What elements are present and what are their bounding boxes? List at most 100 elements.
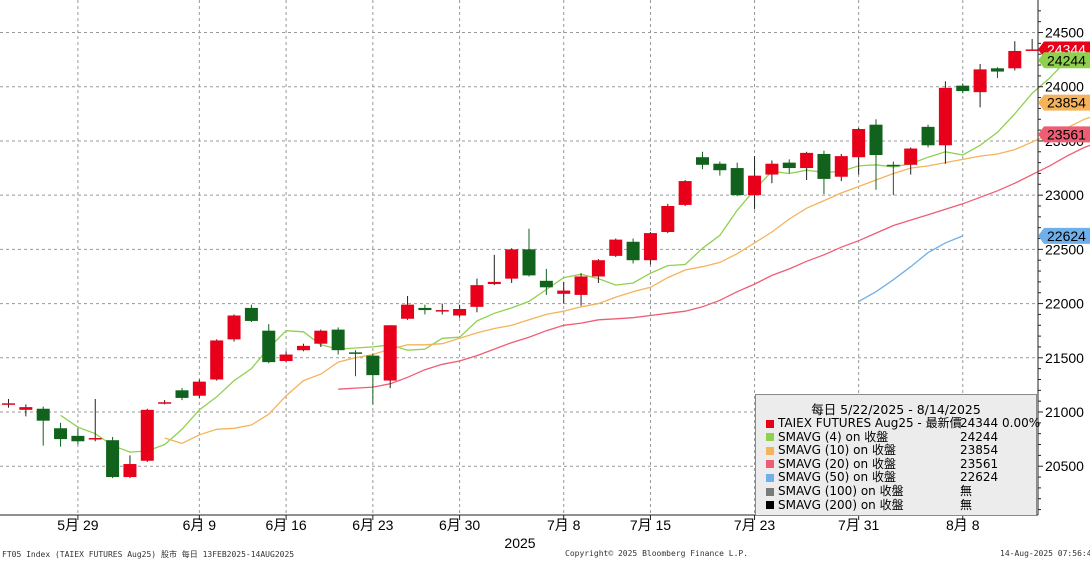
candle-body <box>366 355 380 376</box>
legend-swatch <box>766 419 774 428</box>
candle <box>505 248 519 283</box>
legend-label: SMAVG (50) on 收盤 <box>778 470 896 485</box>
candle <box>366 353 380 405</box>
candle-body <box>158 402 172 404</box>
candle-body <box>383 325 397 381</box>
x-axis: 5月 29 6月 9 6月 16 6月 23 6月 30 7月 8 7月 15 7月 23 7月… <box>57 515 980 533</box>
price-tag: 23854 <box>1038 94 1090 111</box>
price-tag-label: 23854 <box>1047 95 1086 111</box>
legend-value: 22624 <box>960 470 999 485</box>
footer-copyright: Copyright© 2025 Bloomberg Finance L.P. <box>565 549 749 558</box>
candle-body <box>661 206 675 233</box>
candle <box>279 351 293 363</box>
candle <box>522 228 536 277</box>
legend-swatch <box>766 501 774 510</box>
y-tick-label: 24500 <box>1045 25 1084 41</box>
candle-body <box>470 285 484 307</box>
candle-body <box>713 163 727 171</box>
x-tick-label: 7月 23 <box>734 517 775 533</box>
candle-body <box>331 329 345 351</box>
legend-row: SMAVG (20) on 收盤 23561 <box>766 457 998 471</box>
candle-body <box>817 153 831 179</box>
candle-body <box>123 464 137 478</box>
y-tick-label: 21000 <box>1045 404 1084 420</box>
legend-label: SMAVG (10) on 收盤 <box>778 443 896 458</box>
candle <box>782 159 796 174</box>
candle <box>591 259 605 283</box>
legend-row: SMAVG (10) on 收盤 23854 <box>766 443 998 458</box>
price-tag-label: 24244 <box>1047 52 1086 68</box>
candle-body <box>696 157 709 165</box>
candle <box>262 324 276 364</box>
legend-label: TAIEX FUTURES Aug25 - 最新價 <box>778 416 962 430</box>
candle-body <box>539 280 553 288</box>
candle-body <box>36 408 50 421</box>
candle-body <box>19 407 33 410</box>
candle <box>626 238 640 264</box>
candle-body <box>349 352 362 354</box>
legend-value: 23561 <box>960 456 999 471</box>
candle-body <box>314 330 328 344</box>
candle <box>383 325 397 389</box>
candle <box>834 153 848 182</box>
legend-value: 無 <box>960 484 973 498</box>
price-tag-label: 23561 <box>1047 126 1086 142</box>
legend-value: 無 <box>960 497 973 512</box>
footer-timestamp: 14-Aug-2025 07:56:42 <box>1000 549 1090 558</box>
candle-body <box>921 126 935 146</box>
legend-title: 每日 5/22/2025 - 8/14/2025 <box>811 402 981 417</box>
candle-body <box>591 260 605 277</box>
candle <box>88 398 102 442</box>
candle-body <box>210 340 224 380</box>
candle <box>210 339 224 381</box>
candle <box>2 398 15 408</box>
legend-row: SMAVG (4) on 收盤 24244 <box>766 430 998 444</box>
candle <box>956 83 970 94</box>
candle <box>973 63 987 108</box>
candle <box>852 127 866 175</box>
candle <box>921 124 935 148</box>
y-tick-label: 22000 <box>1045 296 1084 312</box>
legend-swatch <box>766 446 774 455</box>
candle-body <box>852 129 866 158</box>
ma-line <box>858 235 964 302</box>
candle <box>244 304 258 323</box>
candle-body <box>435 310 449 312</box>
price-tag-shape <box>1038 227 1090 244</box>
candle-body <box>244 307 258 321</box>
candle-body <box>730 168 744 196</box>
candle <box>71 428 85 445</box>
legend-swatch <box>766 487 774 496</box>
candle <box>643 232 657 265</box>
candle <box>990 67 1004 79</box>
legend-swatch <box>766 433 774 442</box>
candle-body <box>279 354 293 362</box>
candle <box>904 147 918 175</box>
candle <box>800 151 814 180</box>
x-tick-label: 6月 30 <box>439 517 480 533</box>
legend-box: 每日 5/22/2025 - 8/14/2025 TAIEX FUTURES A… <box>755 394 1040 516</box>
candle <box>696 151 709 170</box>
candle-body <box>418 307 432 311</box>
x-tick-label: 6月 16 <box>265 517 306 533</box>
ma-line <box>338 144 1090 390</box>
candle-body <box>678 181 692 205</box>
footer-index-info: FT05 Index (TAIEX FUTURES Aug25) 股市 每日 1… <box>2 550 295 559</box>
candle-body <box>886 164 900 167</box>
candle-body <box>765 163 779 175</box>
x-tick-label: 6月 9 <box>183 517 217 533</box>
price-tag-label: 22624 <box>1047 228 1086 244</box>
x-tick-label: 8月 8 <box>946 517 980 533</box>
candle-body <box>973 69 987 93</box>
x-tick-label: 5月 29 <box>57 517 98 533</box>
candle <box>539 268 553 295</box>
legend-value: 23854 <box>960 443 999 458</box>
candle-body <box>487 281 501 285</box>
candle <box>123 455 137 479</box>
candles <box>2 39 1039 479</box>
x-tick-label: 7月 31 <box>838 517 879 533</box>
candle-body <box>296 345 310 351</box>
candle <box>886 161 900 196</box>
candle <box>227 314 241 342</box>
